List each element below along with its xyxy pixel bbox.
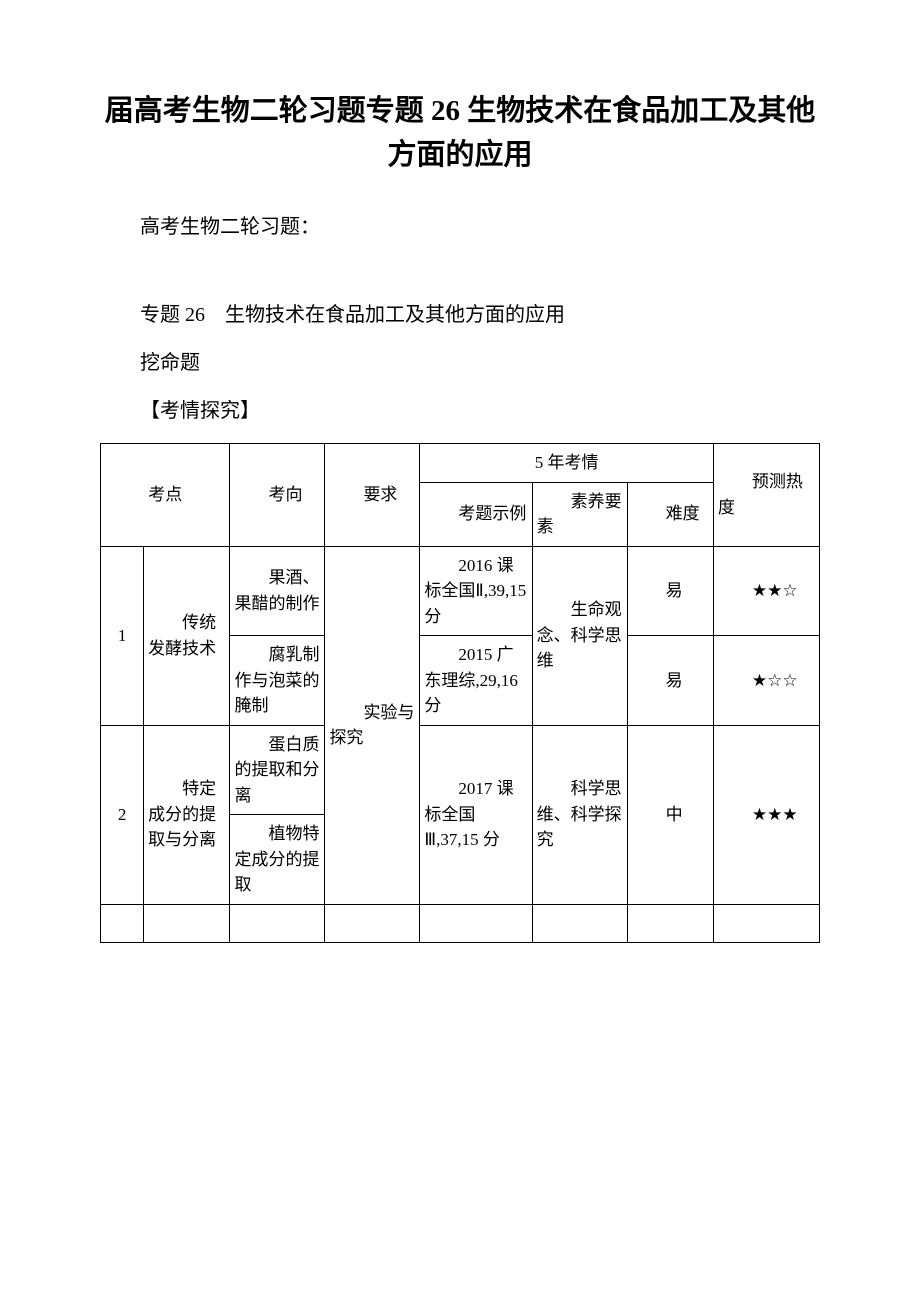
cell-num-1: 1 (101, 546, 144, 725)
table-row-empty (101, 904, 820, 943)
cell-req: 实验与探究 (325, 546, 420, 904)
cell-dir-1b: 腐乳制作与泡菜的腌制 (230, 636, 325, 726)
empty-cell (101, 904, 144, 943)
cell-diff-2: 中 (627, 725, 713, 904)
cell-topic-2: 特定成分的提取与分离 (144, 725, 230, 904)
empty-cell (230, 904, 325, 943)
cell-dir-2a: 蛋白质的提取和分离 (230, 725, 325, 815)
cell-topic-1: 传统发酵技术 (144, 546, 230, 725)
exam-table: 考点 考向 要求 5 年考情 预测热度 考题示例 素养要素 难度 1 传统发酵技… (100, 443, 820, 943)
empty-cell (325, 904, 420, 943)
table-row: 2 特定成分的提取与分离 蛋白质的提取和分离 2017 课标全国Ⅲ,37,15 … (101, 725, 820, 815)
th-five-year: 5 年考情 (420, 444, 714, 483)
th-predict: 预测热度 (713, 444, 819, 547)
th-example: 考题示例 (420, 482, 532, 546)
cell-num-2: 2 (101, 725, 144, 904)
empty-cell (144, 904, 230, 943)
empty-cell (420, 904, 532, 943)
table-row: 1 传统发酵技术 果酒、果醋的制作 实验与探究 2016 课标全国Ⅱ,39,15… (101, 546, 820, 636)
topic-line: 专题 26 生物技术在食品加工及其他方面的应用 (100, 293, 820, 337)
cell-exam-1a: 2016 课标全国Ⅱ,39,15分 (420, 546, 532, 636)
cell-diff-1b: 易 (627, 636, 713, 726)
intro-text: 高考生物二轮习题： (100, 205, 820, 249)
cell-elem-1: 生命观念、科学思维 (532, 546, 627, 725)
th-point: 考点 (101, 444, 230, 547)
page-title: 届高考生物二轮习题专题 26 生物技术在食品加工及其他方面的应用 (100, 90, 820, 177)
th-direction: 考向 (230, 444, 325, 547)
empty-cell (713, 904, 819, 943)
cell-dir-1a: 果酒、果醋的制作 (230, 546, 325, 636)
table-header-row-1: 考点 考向 要求 5 年考情 预测热度 (101, 444, 820, 483)
cell-heat-2: ★★★ (713, 725, 819, 904)
cell-heat-1b: ★☆☆ (713, 636, 819, 726)
th-element: 素养要素 (532, 482, 627, 546)
th-requirement: 要求 (325, 444, 420, 547)
empty-cell (532, 904, 627, 943)
cell-dir-2b: 植物特定成分的提取 (230, 815, 325, 905)
dig-heading: 挖命题 (100, 341, 820, 385)
cell-heat-1a: ★★☆ (713, 546, 819, 636)
cell-exam-1b: 2015 广东理综,29,16分 (420, 636, 532, 726)
cell-diff-1a: 易 (627, 546, 713, 636)
explore-heading: 【考情探究】 (100, 389, 820, 433)
th-difficulty: 难度 (627, 482, 713, 546)
empty-cell (627, 904, 713, 943)
cell-exam-2: 2017 课标全国Ⅲ,37,15 分 (420, 725, 532, 904)
cell-elem-2: 科学思维、科学探究 (532, 725, 627, 904)
